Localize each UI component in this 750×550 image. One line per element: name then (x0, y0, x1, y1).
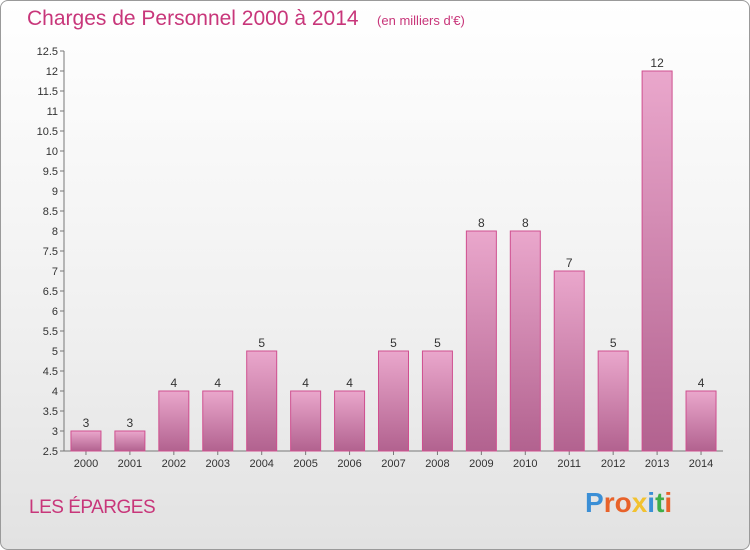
bar (597, 350, 629, 452)
bar-value-label: 4 (346, 376, 353, 390)
bar-value-label: 8 (522, 216, 529, 230)
bar-value-label: 5 (258, 336, 265, 350)
y-tick-label: 8 (52, 226, 58, 238)
bar (158, 390, 190, 452)
proxiti-logo: Proxiti (585, 487, 672, 519)
logo-letter: i (647, 487, 656, 518)
bar (334, 390, 366, 452)
y-tick-label: 10.5 (37, 126, 58, 138)
bar-value-label: 7 (566, 256, 573, 270)
y-tick-label: 2.5 (43, 446, 58, 458)
x-tick-label: 2002 (162, 458, 186, 470)
y-tick-label: 7.5 (43, 246, 58, 258)
y-tick-label: 4.5 (43, 366, 58, 378)
y-tick-label: 6 (52, 306, 58, 318)
y-tick-label: 12.5 (37, 46, 58, 58)
y-tick-label: 8.5 (43, 206, 58, 218)
y-tick-label: 9.5 (43, 166, 58, 178)
y-tick-label: 9 (52, 186, 58, 198)
chart-header: Charges de Personnel 2000 à 2014 (en mil… (27, 7, 465, 31)
logo-letter: t (655, 487, 665, 518)
x-tick-label: 2003 (206, 458, 230, 470)
chart-subtitle: (en milliers d'€) (377, 13, 465, 28)
logo-letter: P (585, 487, 604, 518)
chart-title: Charges de Personnel 2000 à 2014 (27, 7, 359, 30)
bar-value-label: 3 (127, 416, 134, 430)
y-tick-label: 4 (52, 386, 58, 398)
bar-value-label: 8 (478, 216, 485, 230)
x-tick-label: 2000 (74, 458, 98, 470)
bar-value-label: 3 (83, 416, 90, 430)
y-tick-label: 10 (46, 146, 58, 158)
bar-series: 3 3 4 4 5 4 4 5 5 8 8 7 5 12 4 (70, 56, 717, 452)
bar-value-label: 12 (650, 56, 664, 70)
bar-value-label: 5 (610, 336, 617, 350)
bar (685, 390, 717, 452)
x-tick-label: 2012 (601, 458, 625, 470)
bar (421, 350, 453, 452)
y-tick-label: 11 (47, 106, 58, 118)
x-tick-label: 2001 (118, 458, 142, 470)
y-tick-label: 12 (46, 66, 58, 78)
y-tick-label: 5 (52, 346, 58, 358)
bar-value-label: 5 (390, 336, 397, 350)
x-tick-label: 2011 (557, 458, 581, 470)
y-tick-label: 3.5 (43, 406, 58, 418)
bar (290, 390, 322, 452)
x-tick-label: 2007 (381, 458, 405, 470)
bar-value-label: 4 (698, 376, 705, 390)
bar (378, 350, 409, 452)
chart-axes: 2.5 3 3.5 4 4.5 5 5.5 6 6.5 7 7.5 8 8.5 9 9.5 10 10.5 11 1… (37, 46, 723, 470)
logo-letter: i (664, 487, 673, 518)
bar-value-label: 4 (170, 376, 177, 390)
x-tick-label: 2004 (249, 458, 273, 470)
logo-letter: r (603, 487, 615, 518)
y-tick-label: 7 (52, 266, 58, 278)
bar-value-label: 4 (302, 376, 309, 390)
logo-letter: o (614, 487, 632, 518)
bar (70, 430, 102, 452)
bar (202, 390, 234, 452)
x-tick-label: 2006 (337, 458, 361, 470)
x-tick-label: 2013 (645, 458, 669, 470)
bar (553, 270, 585, 452)
logo-letter: x (631, 487, 648, 518)
y-tick-label: 6.5 (43, 286, 58, 298)
x-tick-label: 2005 (293, 458, 317, 470)
bar (465, 230, 497, 452)
y-tick-label: 3 (52, 426, 58, 438)
bar (509, 230, 541, 452)
x-tick-label: 2014 (689, 458, 713, 470)
bar (114, 430, 146, 452)
bar-value-label: 4 (214, 376, 221, 390)
bar-value-label: 5 (434, 336, 441, 350)
x-tick-label: 2008 (425, 458, 449, 470)
bar (246, 350, 278, 452)
bar (641, 70, 673, 452)
x-tick-label: 2010 (513, 458, 537, 470)
y-tick-label: 5.5 (43, 326, 58, 338)
y-tick-label: 11.5 (37, 86, 58, 98)
commune-name: LES ÉPARGES (29, 497, 156, 518)
x-tick-label: 2009 (469, 458, 493, 470)
